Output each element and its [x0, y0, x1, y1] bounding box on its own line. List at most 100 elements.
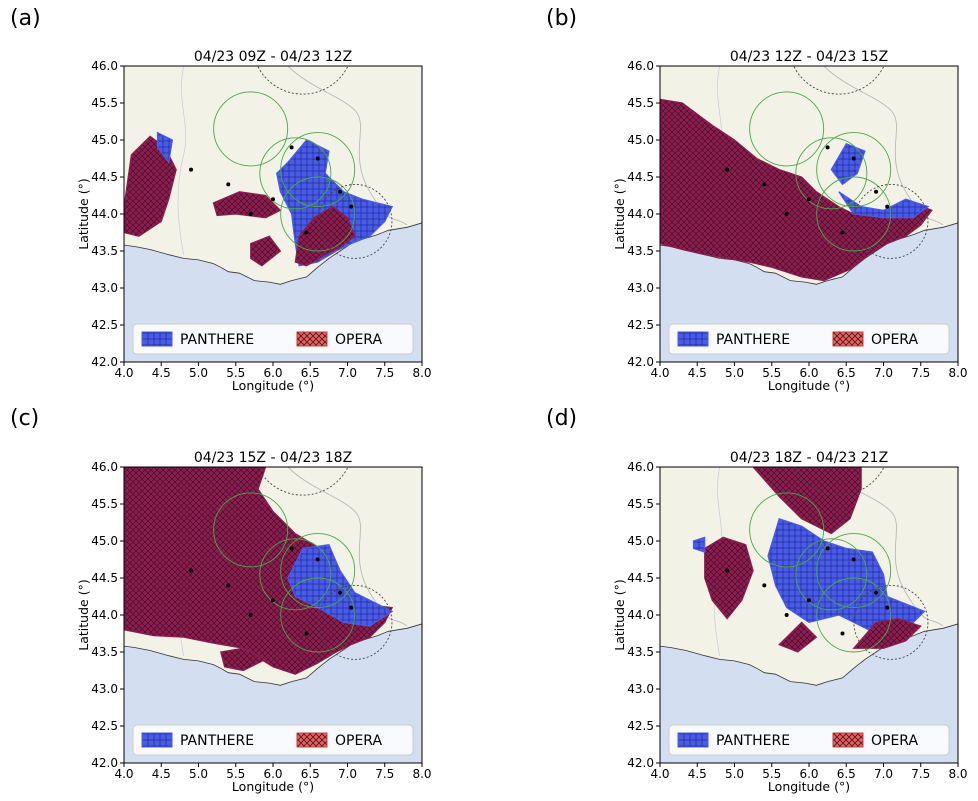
panel-title: 04/23 12Z - 04/23 15Z [730, 49, 888, 65]
y-tick-label: 42.5 [627, 318, 654, 332]
radar-station-dot [725, 568, 730, 573]
panthere-legend-label: PANTHERE [716, 733, 790, 749]
radar-range-circle [213, 492, 289, 568]
x-axis-label: Longitude (°) [232, 779, 314, 794]
radar-range-circle [816, 533, 892, 609]
border-line [287, 66, 408, 226]
radar-range-circle [213, 91, 289, 167]
x-tick-label: 7.0 [338, 366, 357, 380]
panel-title: 04/23 15Z - 04/23 18Z [194, 450, 352, 466]
opera-precip-region [250, 235, 282, 267]
radar-range-circle [280, 533, 356, 609]
opera-precip-region [852, 618, 922, 649]
radar-station-dot [840, 230, 845, 235]
radar-station-dot [338, 590, 343, 595]
x-tick-label: 4.5 [688, 366, 707, 380]
y-tick-label: 44.5 [627, 571, 654, 585]
panthere-legend-swatch [677, 331, 709, 347]
opera-precip-region [294, 205, 356, 267]
radar-station-dot [271, 598, 275, 603]
x-tick-label: 5.5 [226, 366, 245, 380]
radar-station-dot [874, 189, 879, 194]
x-axis-label: Longitude (°) [232, 378, 314, 393]
radar-range-circle [816, 577, 892, 653]
radar-range-circle [259, 137, 332, 210]
y-tick-label: 42.0 [91, 756, 118, 770]
x-tick-label: 6.0 [263, 767, 282, 781]
y-tick-label: 43.5 [91, 244, 118, 258]
x-tick-label: 4.0 [114, 366, 133, 380]
x-tick-label: 4.5 [152, 366, 171, 380]
opera-legend-swatch [296, 732, 328, 748]
opera-legend-label: OPERA [335, 332, 382, 348]
y-tick-label: 42.5 [91, 318, 118, 332]
radar-station-dot [289, 546, 294, 551]
y-tick-label: 43.0 [627, 682, 654, 696]
opera-precip-region [212, 191, 282, 219]
x-tick-label: 6.5 [301, 767, 320, 781]
radar-station-dot [315, 156, 320, 161]
x-tick-label: 8.0 [412, 366, 431, 380]
y-tick-label: 45.5 [627, 497, 654, 511]
legend: PANTHERE OPERA [132, 724, 414, 756]
x-tick-label: 6.0 [799, 366, 818, 380]
x-tick-label: 8.0 [948, 366, 967, 380]
y-axis-label: Latitude (°) [612, 178, 627, 249]
y-tick-label: 45.5 [91, 497, 118, 511]
y-tick-label: 44.0 [627, 608, 654, 622]
panthere-legend-label: PANTHERE [180, 733, 254, 749]
y-tick-label: 46.0 [91, 460, 118, 474]
panthere-precip-region [838, 191, 930, 219]
radar-station-dot [851, 557, 856, 562]
x-tick-label: 8.0 [948, 767, 967, 781]
y-tick-label: 45.0 [627, 133, 654, 147]
opera-legend-label: OPERA [335, 733, 382, 749]
radar-station-dot [304, 230, 309, 235]
y-tick-label: 45.5 [627, 96, 654, 110]
opera-legend-swatch [832, 732, 864, 748]
radar-range-circle [317, 183, 393, 259]
x-tick-label: 7.0 [874, 767, 893, 781]
y-tick-label: 43.5 [627, 244, 654, 258]
radar-station-dot [840, 631, 845, 636]
x-tick-label: 8.0 [412, 767, 431, 781]
radar-range-circle [816, 176, 892, 252]
radar-station-dot [338, 189, 343, 194]
y-axis-label: Latitude (°) [76, 178, 91, 249]
panel-letter: (d) [546, 406, 578, 431]
x-tick-label: 5.0 [189, 366, 208, 380]
y-tick-label: 46.0 [91, 59, 118, 73]
border-line [287, 467, 408, 627]
radar-station-dot [189, 167, 194, 172]
x-tick-label: 7.5 [911, 767, 930, 781]
y-tick-label: 45.0 [91, 133, 118, 147]
radar-range-circle [853, 584, 929, 660]
x-axis-label: Longitude (°) [768, 378, 850, 393]
y-tick-label: 43.0 [91, 682, 118, 696]
x-axis-label: Longitude (°) [768, 779, 850, 794]
x-tick-label: 5.0 [725, 767, 744, 781]
x-tick-label: 6.5 [301, 366, 320, 380]
legend: PANTHERE OPERA [132, 323, 414, 355]
x-tick-label: 7.0 [874, 366, 893, 380]
opera-precip-region [124, 135, 177, 237]
radar-range-circle [749, 492, 825, 568]
y-tick-label: 43.5 [91, 645, 118, 659]
radar-station-dot [271, 197, 275, 202]
radar-station-dot [189, 568, 194, 573]
y-tick-label: 46.0 [627, 59, 654, 73]
y-tick-label: 43.0 [91, 281, 118, 295]
radar-station-dot [784, 212, 789, 216]
panthere-precip-region [156, 131, 174, 164]
x-tick-label: 5.0 [725, 366, 744, 380]
x-tick-label: 7.0 [338, 767, 357, 781]
radar-station-dot [885, 204, 890, 209]
x-tick-label: 6.5 [837, 366, 856, 380]
radar-station-dot [349, 204, 354, 209]
opera-precip-region [660, 98, 933, 282]
opera-precip-region [752, 467, 862, 535]
opera-precip-region [704, 536, 754, 620]
x-tick-label: 7.5 [375, 767, 394, 781]
x-tick-label: 6.5 [837, 767, 856, 781]
